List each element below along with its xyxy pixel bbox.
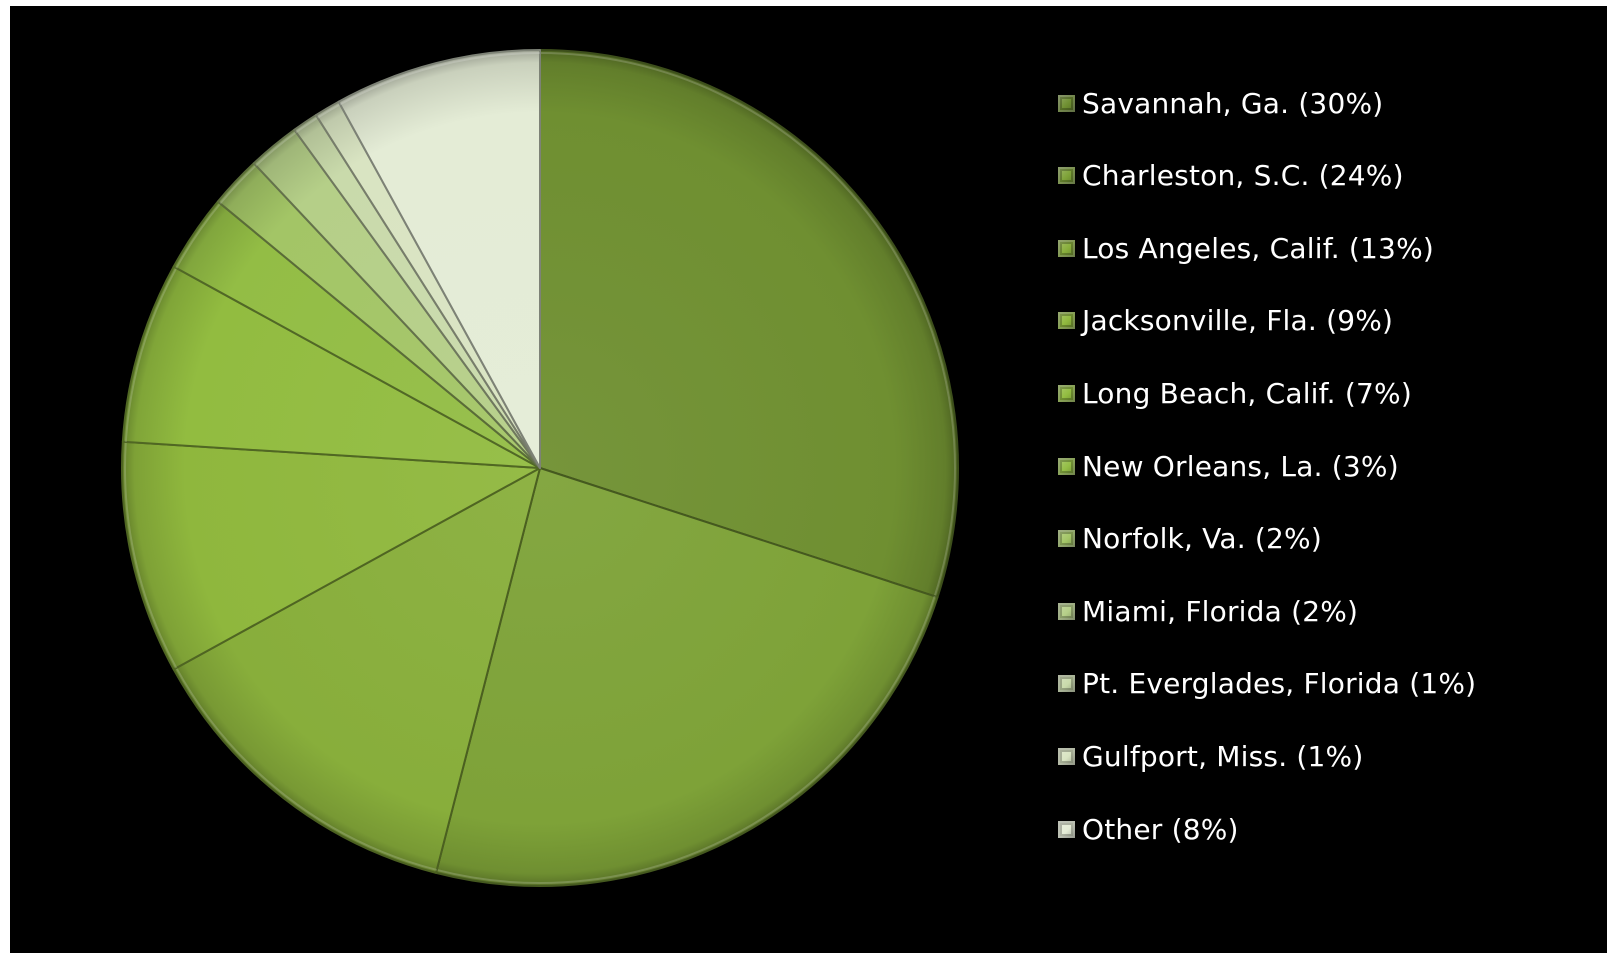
legend-swatch — [1058, 602, 1075, 620]
legend-swatch — [1058, 530, 1075, 548]
pie-slice-highlight-2 — [175, 667, 438, 871]
legend-item-2: Los Angeles, Calif. (13%) — [1058, 228, 1434, 268]
legend-swatch — [1058, 239, 1075, 257]
legend-label: Los Angeles, Calif. (13%) — [1082, 231, 1434, 265]
legend-item-3: Jacksonville, Fla. (9%) — [1058, 301, 1393, 341]
legend-label: Savannah, Ga. (30%) — [1082, 86, 1384, 120]
pie-slice-highlight-5 — [175, 202, 222, 269]
pie-slice-1 — [435, 467, 939, 887]
pie-slice-0 — [539, 49, 959, 599]
legend-item-1: Charleston, S.C. (24%) — [1058, 156, 1404, 196]
legend-label: Charleston, S.C. (24%) — [1082, 159, 1404, 193]
legend-item-5: New Orleans, La. (3%) — [1058, 446, 1399, 486]
legend-label: Long Beach, Calif. (7%) — [1082, 376, 1412, 410]
legend-label: Pt. Everglades, Florida (1%) — [1082, 667, 1477, 701]
legend-item-8: Pt. Everglades, Florida (1%) — [1058, 664, 1476, 704]
legend-label: New Orleans, La. (3%) — [1082, 449, 1399, 483]
legend-item-6: Norfolk, Va. (2%) — [1058, 519, 1322, 559]
legend-item-7: Miami, Florida (2%) — [1058, 591, 1358, 631]
legend-label: Norfolk, Va. (2%) — [1082, 522, 1322, 556]
legend-swatch — [1058, 94, 1075, 112]
pie-slice-highlight-10 — [339, 52, 541, 106]
pie-slice-3 — [121, 440, 541, 671]
legend-swatch — [1058, 675, 1075, 693]
pie-slice-highlight-3 — [124, 441, 178, 669]
legend-swatch — [1058, 457, 1075, 475]
chart-frame: Savannah, Ga. (30%) Charleston, S.C. (24%… — [10, 6, 1607, 953]
pie-slice-highlight-4 — [124, 267, 178, 443]
legend-label: Miami, Florida (2%) — [1082, 594, 1359, 628]
legend-swatch — [1058, 820, 1075, 838]
legend-label: Jacksonville, Fla. (9%) — [1082, 304, 1394, 338]
legend-item-9: Gulfport, Miss. (1%) — [1058, 736, 1363, 776]
legend-item-0: Savannah, Ga. (30%) — [1058, 83, 1383, 123]
legend-swatch — [1058, 747, 1075, 765]
pie-slice-4 — [121, 265, 541, 469]
legend-swatch — [1058, 312, 1075, 330]
legend-item-4: Long Beach, Calif. (7%) — [1058, 373, 1412, 413]
legend-label: Gulfport, Miss. (1%) — [1082, 739, 1364, 773]
pie-slice-highlight-0 — [539, 52, 956, 597]
legend-label: Other (8%) — [1082, 812, 1239, 846]
pie-slices — [121, 49, 959, 887]
pie-chart — [121, 49, 959, 887]
pie-slice-10 — [337, 49, 541, 469]
legend-swatch — [1058, 384, 1075, 402]
legend-item-10: Other (8%) — [1058, 809, 1239, 849]
pie-slice-2 — [172, 467, 541, 874]
pie-slice-highlight-1 — [436, 595, 936, 884]
legend-swatch — [1058, 167, 1075, 185]
